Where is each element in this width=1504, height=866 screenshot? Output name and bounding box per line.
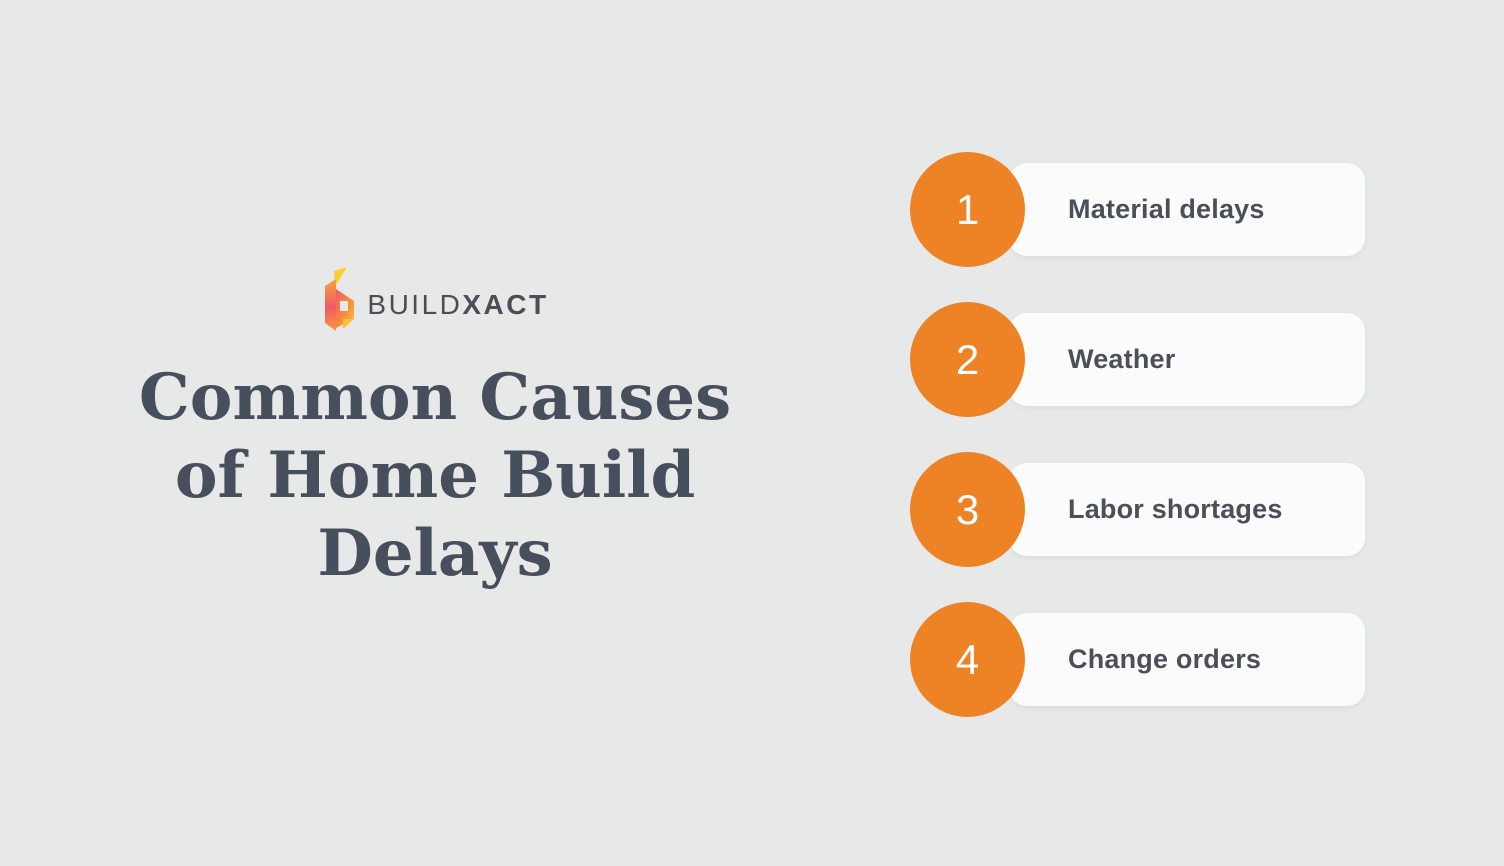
list-item-card: Labor shortages: [1009, 463, 1365, 556]
number-badge: 2: [910, 302, 1025, 417]
list-item-labor-shortages: Labor shortages 3: [910, 452, 1366, 567]
list-item-weather: Weather 2: [910, 302, 1366, 417]
list-item-card: Weather: [1009, 313, 1365, 406]
list-item-card: Change orders: [1009, 613, 1365, 706]
page-title: Common Causes of Home Build Delays: [115, 359, 755, 593]
list-item-label: Labor shortages: [1068, 494, 1283, 524]
list-item-label: Weather: [1068, 344, 1176, 374]
list-item-label: Change orders: [1068, 644, 1262, 674]
list-item-card: Material delays: [1009, 163, 1365, 256]
title-line-3: Delays: [317, 516, 553, 591]
number-badge: 3: [910, 452, 1025, 567]
buildxact-logo-wordmark: BUILDXACT: [367, 289, 548, 321]
delay-causes-list: Material delays 1 Weather 2 Labor shorta…: [910, 152, 1366, 717]
number-badge: 4: [910, 602, 1025, 717]
list-item-label: Material delays: [1068, 194, 1265, 224]
list-item-change-orders: Change orders 4: [910, 602, 1366, 717]
title-line-1: Common Causes: [138, 360, 732, 435]
logo-text-build: BUILD: [367, 289, 463, 320]
list-item-material-delays: Material delays 1: [910, 152, 1366, 267]
left-column: BUILDXACT Common Causes of Home Build De…: [115, 266, 755, 593]
logo-text-xact: XACT: [462, 289, 549, 320]
number-badge: 1: [910, 152, 1025, 267]
title-line-2: of Home Build: [174, 438, 696, 513]
buildxact-b-logo-icon: [325, 267, 355, 331]
buildxact-logo: BUILDXACT: [115, 266, 755, 333]
